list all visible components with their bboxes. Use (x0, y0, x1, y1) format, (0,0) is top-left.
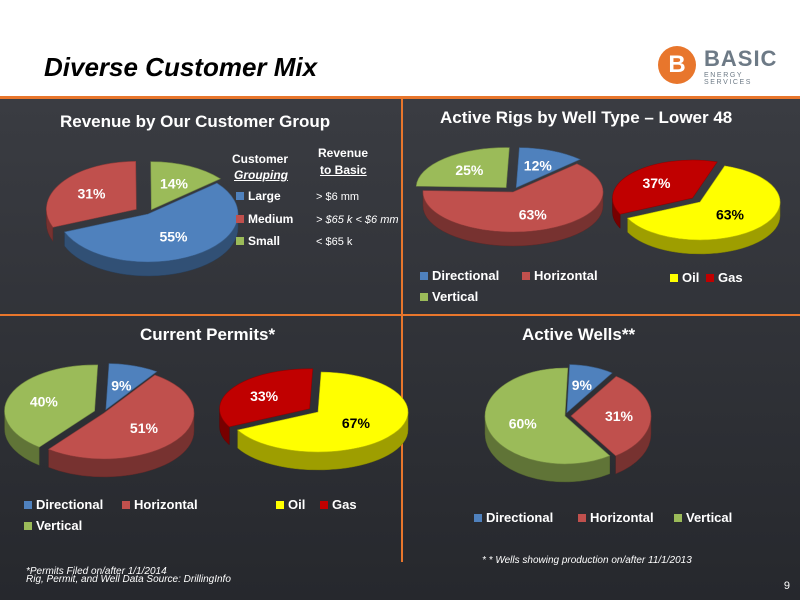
permits-legend-directional: Directional (24, 497, 103, 512)
pie-chart-2: 12% 63% 25% (415, 147, 604, 247)
pie-label: 9% (572, 377, 593, 393)
pie-label: 63% (716, 207, 745, 223)
pie-slice-directional (105, 363, 158, 411)
revenue-small: < $65 k (316, 236, 353, 248)
pie-slice-gas (612, 159, 718, 215)
header-rule (0, 96, 800, 99)
pie-slice-oil (237, 371, 409, 453)
pie-chart-6: 9% 31% 60% (484, 364, 652, 483)
pie-label: 63% (519, 206, 548, 222)
wells-footnote: * * Wells showing production on/after 11… (482, 555, 692, 566)
pie-label: 40% (30, 394, 59, 410)
vertical-divider (401, 99, 403, 562)
pie-slice-vertical (4, 364, 99, 448)
pie-slice-large (64, 182, 239, 263)
pie-slice-directional (566, 364, 613, 414)
permits-legend-horizontal: Horizontal (122, 497, 198, 512)
wells-legend-horizontal: Horizontal (578, 510, 654, 525)
grouping-header: Grouping (234, 168, 288, 182)
pie-label: 14% (160, 175, 189, 191)
pie-label: 31% (77, 185, 106, 201)
logo-tagline: ENERGY SERVICES (704, 72, 753, 86)
pie-slice-horizontal (422, 163, 604, 233)
source-footnote: Rig, Permit, and Well Data Source: Drill… (26, 574, 231, 585)
pie-label: 33% (250, 388, 279, 404)
permits-legend-gas: Gas (320, 497, 357, 512)
pie-slice-vertical (484, 367, 611, 465)
rigs-legend-horizontal: Horizontal (522, 268, 598, 283)
pie-slice-vertical (415, 147, 510, 188)
pie-label: 37% (642, 175, 671, 191)
wells-legend-directional: Directional (474, 510, 553, 525)
legend-swatch-blue (236, 192, 244, 200)
legend-small: Small (236, 234, 280, 248)
revenue-medium: > $65 k < $6 mm (316, 214, 399, 226)
horizontal-divider (0, 314, 800, 316)
wells-panel-title: Active Wells** (522, 325, 636, 344)
rigs-legend-oil: Oil (670, 270, 699, 285)
permits-footnote: *Permits Filed on/after 1/1/2014 (26, 566, 167, 577)
revenue-header: Revenue (318, 146, 369, 160)
legend-swatch-red (236, 215, 244, 223)
pie-label: 60% (509, 415, 538, 431)
pie-slice-directional (515, 147, 581, 189)
pie-label: 55% (159, 229, 188, 245)
wells-legend-vertical: Vertical (674, 510, 732, 525)
pie-label: 51% (130, 420, 159, 436)
pie-slice-oil (627, 165, 781, 241)
pie-label: 31% (605, 408, 634, 424)
to-basic-header: to Basic (320, 163, 367, 177)
revenue-large: > $6 mm (316, 191, 360, 203)
legend-medium: Medium (236, 212, 293, 226)
pie-chart-3: 63% 37% (612, 159, 781, 255)
customer-header: Customer (232, 152, 289, 166)
page-number: 9 (783, 580, 790, 592)
pie-slice-horizontal (570, 376, 652, 457)
rigs-legend-directional: Directional (420, 268, 499, 283)
pie-label: 67% (342, 415, 371, 431)
pie-slice-horizontal (47, 374, 195, 460)
pie-slice-medium (46, 161, 137, 228)
slide-title: Diverse Customer Mix (44, 52, 318, 82)
rigs-panel-title: Active Rigs by Well Type – Lower 48 (440, 108, 733, 127)
pie-label: 12% (524, 158, 553, 174)
rigs-legend-gas: Gas (706, 270, 743, 285)
company-logo: B BASIC ENERGY SERVICES (658, 44, 786, 88)
pie-slice-gas (219, 368, 314, 428)
permits-legend-oil: Oil (276, 497, 305, 512)
pie-chart-5: 67% 33% (219, 368, 409, 471)
pie-slice-small (150, 161, 221, 211)
logo-name: BASIC (704, 46, 778, 71)
pie-label: 25% (455, 162, 484, 178)
rigs-legend-vertical: Vertical (420, 289, 478, 304)
pie-chart-4: 9% 51% 40% (4, 363, 195, 478)
legend-swatch-green (236, 237, 244, 245)
pie-label: 9% (111, 378, 132, 394)
pie-chart-1: 55% 31% 14% (46, 161, 239, 277)
permits-legend-vertical: Vertical (24, 518, 82, 533)
revenue-panel-title: Revenue by Our Customer Group (60, 112, 331, 131)
logo-b-icon: B (658, 46, 696, 84)
legend-large: Large (236, 189, 281, 203)
permits-panel-title: Current Permits* (140, 325, 276, 344)
